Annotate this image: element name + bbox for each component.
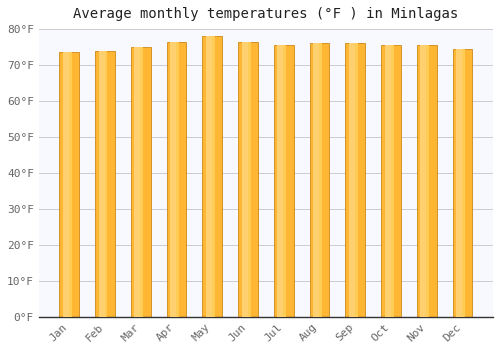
- Bar: [131, 47, 150, 317]
- Bar: [384, 45, 392, 317]
- Bar: [310, 43, 330, 317]
- Bar: [456, 49, 463, 317]
- Bar: [274, 45, 293, 317]
- Bar: [166, 42, 186, 317]
- Bar: [242, 42, 248, 317]
- Bar: [346, 43, 365, 317]
- Bar: [452, 49, 472, 317]
- Bar: [349, 43, 356, 317]
- Bar: [60, 52, 79, 317]
- Bar: [278, 45, 284, 317]
- Bar: [417, 45, 436, 317]
- Bar: [170, 42, 177, 317]
- Bar: [104, 51, 108, 317]
- Bar: [63, 52, 70, 317]
- Bar: [176, 42, 179, 317]
- Bar: [134, 47, 141, 317]
- Bar: [462, 49, 465, 317]
- Bar: [248, 42, 250, 317]
- Bar: [355, 43, 358, 317]
- Bar: [238, 42, 258, 317]
- Bar: [390, 45, 394, 317]
- Bar: [420, 45, 428, 317]
- Bar: [313, 43, 320, 317]
- Bar: [284, 45, 286, 317]
- Bar: [426, 45, 430, 317]
- Bar: [98, 51, 105, 317]
- Bar: [95, 51, 115, 317]
- Bar: [202, 36, 222, 317]
- Bar: [212, 36, 215, 317]
- Bar: [206, 36, 213, 317]
- Title: Average monthly temperatures (°F ) in Minlagas: Average monthly temperatures (°F ) in Mi…: [74, 7, 458, 21]
- Bar: [69, 52, 71, 317]
- Bar: [140, 47, 143, 317]
- Bar: [381, 45, 401, 317]
- Bar: [319, 43, 322, 317]
